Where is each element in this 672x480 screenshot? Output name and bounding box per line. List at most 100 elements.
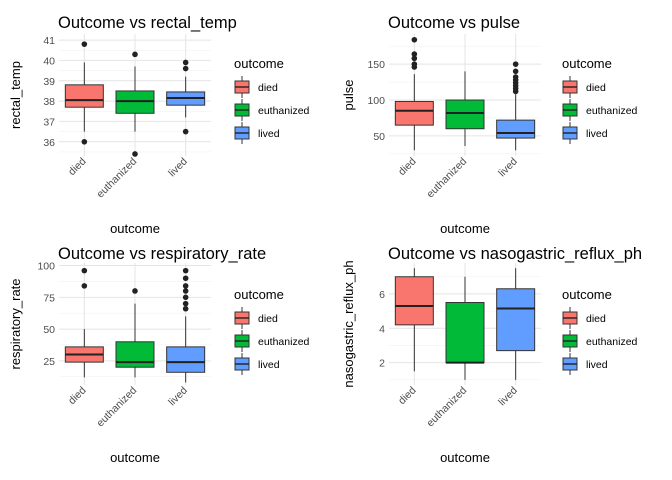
x-tick-label: lived [166,384,190,408]
x-tick-label: euthanized [94,384,139,429]
outlier-point [182,300,189,307]
box-lived [166,346,206,373]
y-axis-title: respiratory_rate [8,278,23,369]
x-tick-label: euthanized [424,155,469,200]
y-axis-title: rectal_temp [8,61,23,129]
legend: outcome died euthanized lived [234,287,310,375]
legend: outcome died euthanized lived [562,56,638,144]
chart-title: Outcome vs pulse [388,14,520,32]
box-euthanized [115,341,155,368]
y-tick-label: 2 [379,358,385,370]
legend-label: euthanized [586,336,638,348]
y-axis-title: nasogastric_reflux_ph [341,260,356,387]
box-euthanized [115,90,155,114]
x-tick-label: lived [496,155,520,179]
outlier-point [132,151,138,157]
legend-label: euthanized [586,105,638,117]
legend: outcome died euthanized lived [562,287,638,375]
box-lived [496,119,536,139]
legend-key-died [234,76,250,98]
outlier-point [132,51,138,58]
outlier-point [182,59,189,66]
outlier-point [182,288,189,294]
legend-label: died [586,313,606,325]
box-died [394,276,434,326]
y-axis-title: pulse [341,79,356,110]
legend-label: died [258,82,278,94]
y-tick-label: 50 [43,324,55,336]
box-euthanized [445,302,485,364]
y-tick-label: 39 [43,76,55,88]
x-tick-label: died [66,155,89,178]
box-lived [496,288,536,352]
y-tick-label: 100 [37,261,55,273]
legend-key-euthanized [234,99,250,121]
y-tick-label: 6 [379,289,385,301]
outlier-point [132,288,138,294]
legend-label: lived [258,128,280,140]
outlier-point [512,61,519,67]
legend-key-euthanized [234,330,250,352]
y-tick-label: 4 [379,323,385,335]
legend-key-lived [562,122,578,144]
chart-title: Outcome vs rectal_temp [58,14,237,32]
x-tick-label: lived [166,155,190,179]
y-tick-label: 150 [367,59,385,71]
x-axis-title: outcome [110,221,160,236]
legend-label: died [258,313,278,325]
x-tick-label: died [66,384,89,407]
y-tick-label: 25 [43,356,55,368]
outlier-point [182,267,189,274]
outlier-point [182,305,189,312]
y-tick-label: 36 [43,137,55,149]
box-euthanized [445,99,485,130]
y-tick-label: 75 [43,292,55,304]
outlier-point [411,64,418,70]
x-tick-label: died [396,155,419,178]
outlier-point [182,283,189,289]
legend-label: died [586,82,606,94]
x-tick-label: lived [496,384,520,408]
x-tick-label: euthanized [424,384,469,429]
y-tick-label: 41 [43,35,55,47]
legend: outcome died euthanized lived [234,56,310,144]
legend-key-died [562,76,578,98]
legend-title: outcome [234,56,284,71]
outlier-point [182,275,189,282]
legend-label: lived [586,359,608,371]
box-died [394,100,434,126]
legend-title: outcome [234,287,284,302]
outlier-point [81,267,88,274]
outlier-point [81,138,88,145]
legend-title: outcome [562,287,612,302]
legend-key-died [234,307,250,329]
legend-label: lived [258,359,280,371]
chart-title: Outcome vs respiratory_rate [58,245,266,263]
legend-key-lived [234,122,250,144]
legend-key-euthanized [562,330,578,352]
outlier-point [182,65,189,72]
y-tick-label: 38 [43,96,55,108]
legend-key-died [562,307,578,329]
x-tick-label: died [396,384,419,407]
x-axis-title: outcome [110,450,160,465]
legend-key-lived [234,353,250,375]
outlier-point [512,88,519,95]
outlier-point [411,55,418,62]
legend-title: outcome [562,56,612,71]
legend-label: euthanized [258,105,310,117]
chart-panel-3: Outcome vs respiratory_rate 25 50 75 100 died… [8,245,310,465]
outlier-point [411,51,418,57]
y-tick-label: 50 [373,131,385,143]
box-died [64,84,104,108]
outlier-point [182,128,189,135]
outlier-point [81,41,88,47]
x-axis-title: outcome [440,221,490,236]
x-axis-title: outcome [440,450,490,465]
outlier-point [81,283,88,289]
outlier-point [182,294,189,301]
